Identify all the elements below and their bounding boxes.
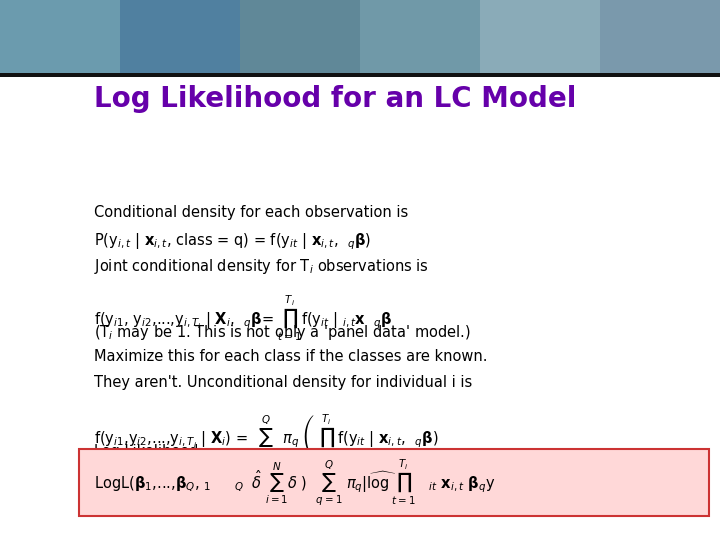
Bar [600, 0, 720, 73]
Text: P(y$_{i,t}$ | $\mathbf{x}_{i,t}$, class = q) = f(y$_{it}$ | $\mathbf{x}_{i,t}$, : P(y$_{i,t}$ | $\mathbf{x}_{i,t}$, class … [94, 231, 371, 252]
Text: f(y$_{i1}$,y$_{i2}$,...,y$_{i,T_i}$ | $\mathbf{X}_i$) = $\sum_{q=1}^{Q}$ $\pi_q$: f(y$_{i1}$,y$_{i2}$,...,y$_{i,T_i}$ | $\… [94, 413, 438, 463]
Bar [0, 73, 720, 77]
FancyBboxPatch shape [79, 449, 709, 516]
Text: LogL($\mathbf{\beta}_1$,...,$\mathbf{\beta}_Q$, $_1$     $_Q$  $\hat{\delta}$ $\: LogL($\mathbf{\beta}_1$,...,$\mathbf{\be… [94, 458, 495, 508]
Bar [480, 0, 600, 73]
Text: Conditional density for each observation is: Conditional density for each observation… [94, 205, 408, 220]
Bar [0, 0, 120, 73]
Text: Log Likelihood: Log Likelihood [94, 444, 198, 459]
Bar [240, 0, 360, 73]
Text: Log Likelihood for an LC Model: Log Likelihood for an LC Model [94, 85, 576, 113]
Text: Maximize this for each class if the classes are known.: Maximize this for each class if the clas… [94, 349, 487, 364]
Text: f(y$_{i1}$, y$_{i2}$,...,y$_{i,T_i}$ | $\mathbf{X}_{i}$,  $_{q}\mathbf{\beta}$= : f(y$_{i1}$, y$_{i2}$,...,y$_{i,T_i}$ | $… [94, 293, 392, 343]
Bar [360, 0, 480, 73]
Text: (T$_i$ may be 1. This is not only a 'panel data' model.): (T$_i$ may be 1. This is not only a 'pan… [94, 323, 470, 342]
Text: They aren't. Unconditional density for individual i is: They aren't. Unconditional density for i… [94, 375, 472, 390]
Text: Joint conditional density for T$_i$ observations is: Joint conditional density for T$_i$ obse… [94, 257, 428, 276]
Bar [120, 0, 240, 73]
